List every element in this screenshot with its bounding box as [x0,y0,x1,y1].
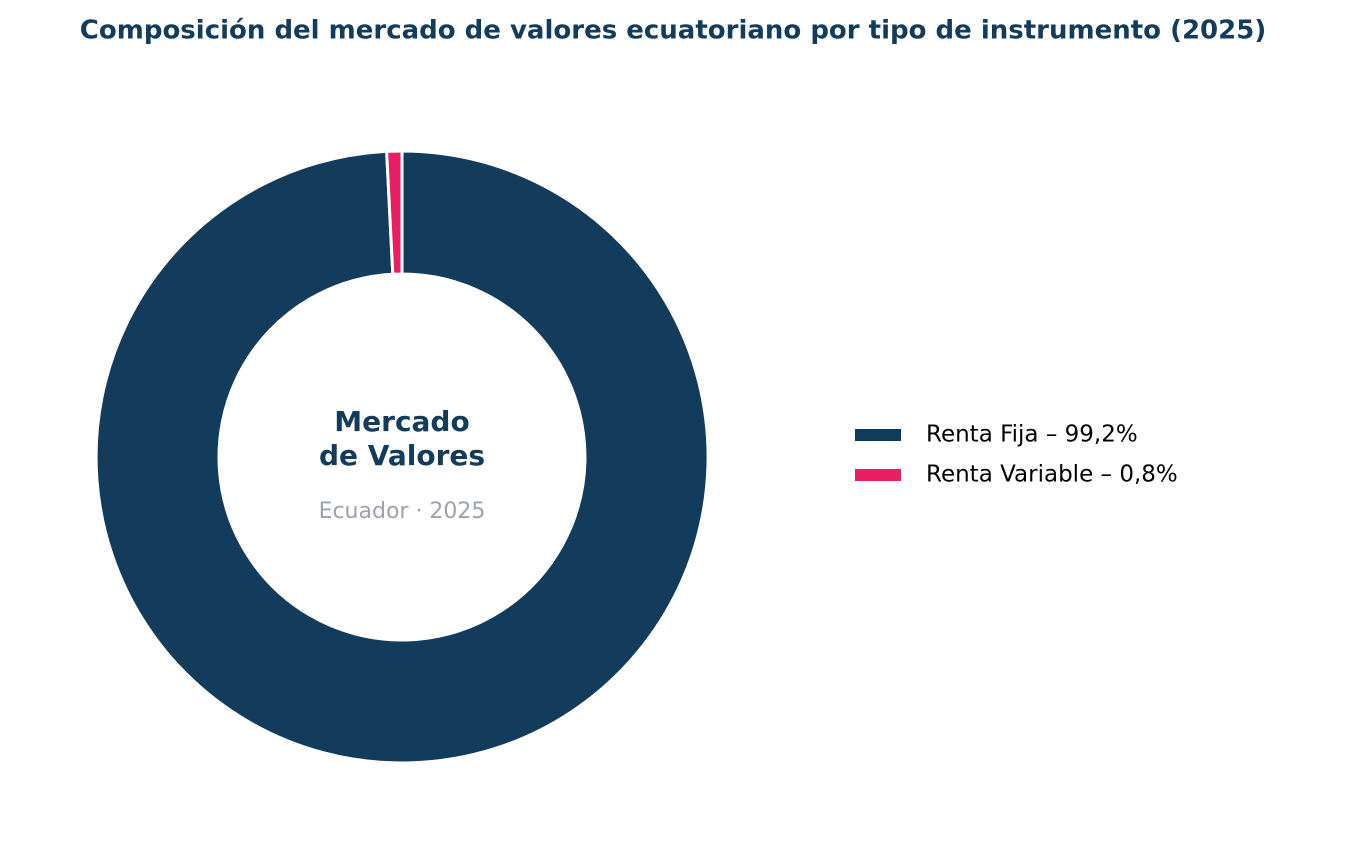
chart-title: Composición del mercado de valores ecuat… [80,16,1266,46]
slice [94,149,710,765]
legend-swatch [855,469,901,481]
donut [94,149,710,765]
center-subtitle: Ecuador · 2025 [319,499,486,524]
legend-swatch [855,429,901,441]
legend-label: Renta Variable – 0,8% [926,462,1178,488]
center-title: de Valores [319,439,485,472]
legend-label: Renta Fija – 99,2% [926,422,1138,448]
slice [385,149,404,276]
center-title: Mercado [334,405,469,438]
